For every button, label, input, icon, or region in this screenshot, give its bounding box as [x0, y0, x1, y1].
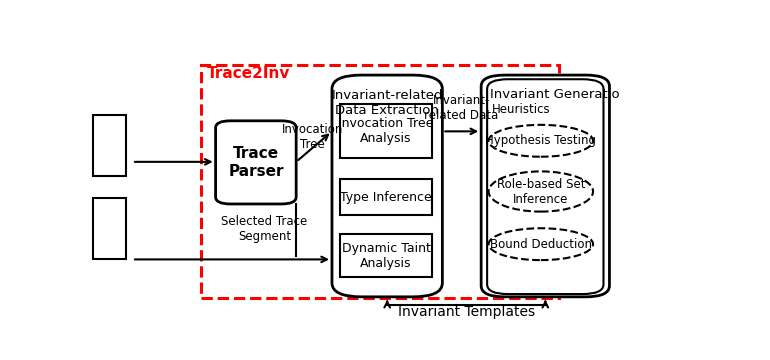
- Text: Selected Trace
Segment: Selected Trace Segment: [222, 215, 308, 243]
- Text: Trace
Parser: Trace Parser: [228, 146, 283, 179]
- Bar: [93, 198, 126, 260]
- Text: Invariant Templates: Invariant Templates: [397, 305, 535, 319]
- Text: Hypothesis Testing: Hypothesis Testing: [485, 134, 596, 147]
- Bar: [93, 115, 126, 176]
- Text: Invocation
Tree: Invocation Tree: [282, 123, 343, 151]
- Text: Invariant-
related Data: Invariant- related Data: [424, 94, 499, 122]
- Text: Role-based Set
Inference: Role-based Set Inference: [497, 177, 585, 206]
- Bar: [340, 104, 432, 158]
- Bar: [340, 179, 432, 215]
- FancyBboxPatch shape: [487, 79, 604, 294]
- Bar: [201, 66, 559, 298]
- Bar: [340, 234, 432, 278]
- FancyBboxPatch shape: [481, 75, 610, 297]
- Text: Invariant Generatio: Invariant Generatio: [490, 87, 620, 100]
- Ellipse shape: [489, 228, 593, 260]
- FancyBboxPatch shape: [216, 121, 296, 204]
- Text: Type Inference: Type Inference: [340, 190, 432, 203]
- Text: Bound Deduction: Bound Deduction: [490, 238, 592, 251]
- Text: Heuristics: Heuristics: [492, 103, 551, 116]
- Text: Invocation Tree
Analysis: Invocation Tree Analysis: [338, 117, 434, 145]
- Text: Invariant-related
Data Extraction: Invariant-related Data Extraction: [331, 89, 443, 117]
- Text: Trace2Inv: Trace2Inv: [206, 66, 290, 81]
- Ellipse shape: [489, 171, 593, 212]
- Text: Dynamic Taint
Analysis: Dynamic Taint Analysis: [342, 242, 430, 270]
- FancyBboxPatch shape: [332, 75, 443, 297]
- Ellipse shape: [489, 125, 593, 157]
